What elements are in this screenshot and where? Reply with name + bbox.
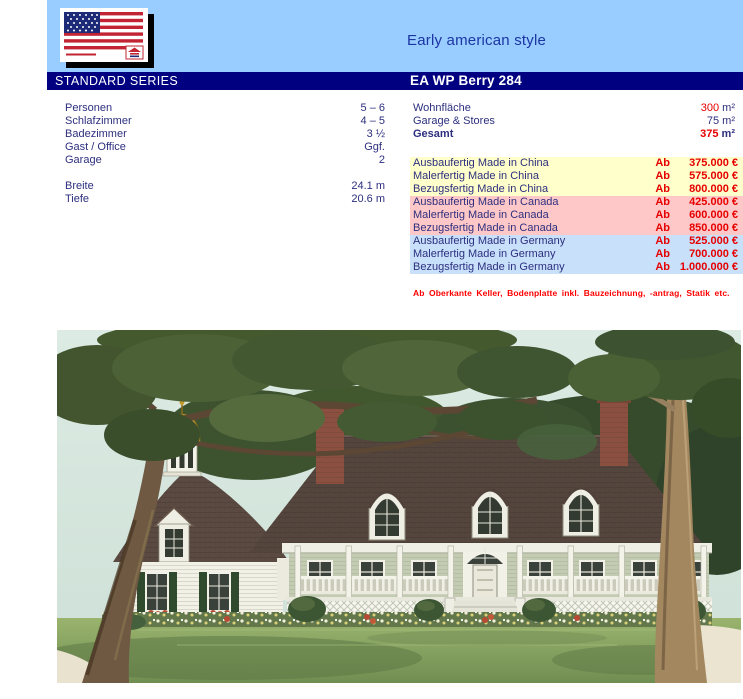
style-title: Early american style bbox=[407, 32, 547, 49]
spec-row: Schlafzimmer 4 – 5 bbox=[65, 115, 385, 127]
price-table: Ausbaufertig Made in China Ab 375.000 € Ma… bbox=[410, 157, 743, 274]
spec-row: Badezimmer 3 ½ bbox=[65, 128, 385, 140]
model-name: EA WP Berry 284 bbox=[410, 73, 522, 88]
title-bar: STANDARD SERIES EA WP Berry 284 bbox=[47, 72, 743, 90]
area-row: Garage & Stores 75 m² bbox=[413, 115, 735, 127]
area-row-total: Gesamt 375 m² bbox=[413, 128, 735, 140]
spec-row: Breite 24.1 m bbox=[65, 180, 385, 192]
porch-railing bbox=[300, 576, 701, 595]
right-tree-foliage bbox=[568, 324, 743, 438]
roof-dormer bbox=[367, 489, 407, 542]
front-door bbox=[463, 547, 507, 600]
price-row: Ausbaufertig Made in Germany Ab 525.000 € bbox=[410, 235, 743, 248]
price-row: Bezugsfertig Made in Germany Ab 1.000.000 … bbox=[410, 261, 743, 274]
brand-logo-card bbox=[60, 8, 148, 62]
area-row: Wohnfläche 300 m² bbox=[413, 102, 735, 114]
house-badge-icon bbox=[125, 45, 144, 60]
right-tree bbox=[568, 324, 743, 683]
roof-dormer bbox=[561, 485, 601, 538]
left-wing bbox=[113, 400, 289, 626]
chimney-right bbox=[597, 397, 631, 466]
spec-row: Personen 5 – 6 bbox=[65, 102, 385, 114]
porch-deck bbox=[285, 597, 712, 601]
brand-microtext bbox=[66, 53, 96, 56]
spacer bbox=[62, 167, 387, 180]
spec-list: Personen 5 – 6 Schlafzimmer 4 – 5 Badezimm… bbox=[62, 102, 387, 206]
price-row: Malerfertig Made in China Ab 575.000 € bbox=[410, 170, 743, 183]
price-row: Malerfertig Made in Germany Ab 700.000 € bbox=[410, 248, 743, 261]
price-row: Malerfertig Made in Canada Ab 600.000 € bbox=[410, 209, 743, 222]
porch-fascia bbox=[282, 543, 712, 553]
us-flag-icon bbox=[60, 8, 148, 62]
spec-row: Garage 2 bbox=[65, 154, 385, 166]
header-band bbox=[47, 0, 743, 72]
footnote: Ab Oberkante Keller, Bodenplatte inkl. B… bbox=[413, 288, 730, 298]
wing-dormer bbox=[153, 506, 195, 563]
price-row: Bezugsfertig Made in Canada Ab 850.000 € bbox=[410, 222, 743, 235]
flag-canton bbox=[64, 12, 100, 33]
roof-dormer bbox=[470, 487, 510, 540]
house-illustration bbox=[32, 316, 743, 683]
price-row: Bezugsfertig Made in China Ab 800.000 € bbox=[410, 183, 743, 196]
wing-window-right bbox=[199, 572, 239, 617]
flower-bed bbox=[102, 612, 712, 627]
price-row: Ausbaufertig Made in China Ab 375.000 € bbox=[410, 157, 743, 170]
spec-row: Tiefe 20.6 m bbox=[65, 193, 385, 205]
series-label: STANDARD SERIES bbox=[55, 74, 179, 88]
spec-row: Gast / Office Ggf. bbox=[65, 141, 385, 153]
area-list: Wohnfläche 300 m² Garage & Stores 75 m² Ge… bbox=[410, 102, 740, 141]
wing-window-left bbox=[137, 572, 177, 617]
price-row: Ausbaufertig Made in Canada Ab 425.000 € bbox=[410, 196, 743, 209]
